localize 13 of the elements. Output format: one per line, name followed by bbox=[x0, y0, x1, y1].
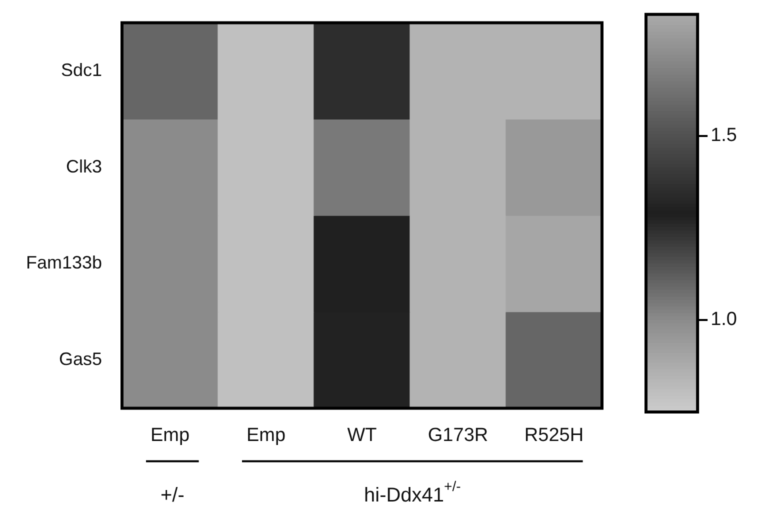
y-tick-label: Clk3 bbox=[66, 156, 102, 176]
x-tick-label: R525H bbox=[524, 424, 584, 446]
text: +/- bbox=[160, 484, 184, 507]
y-tick-label: Sdc1 bbox=[60, 60, 102, 80]
x-tick-label: WT bbox=[347, 424, 378, 446]
y-tick-label: Fam133b bbox=[26, 252, 102, 273]
text: hi-Ddx41+/- bbox=[364, 478, 462, 507]
color-bar-label: 1.5 bbox=[710, 125, 738, 146]
x-tick-label: Emp bbox=[246, 424, 286, 446]
x-tick-label: Emp bbox=[150, 424, 190, 446]
y-tick-label: Gas5 bbox=[58, 348, 102, 369]
x-tick-label: G173R bbox=[428, 424, 488, 446]
color-bar-label: 1.0 bbox=[710, 309, 738, 330]
